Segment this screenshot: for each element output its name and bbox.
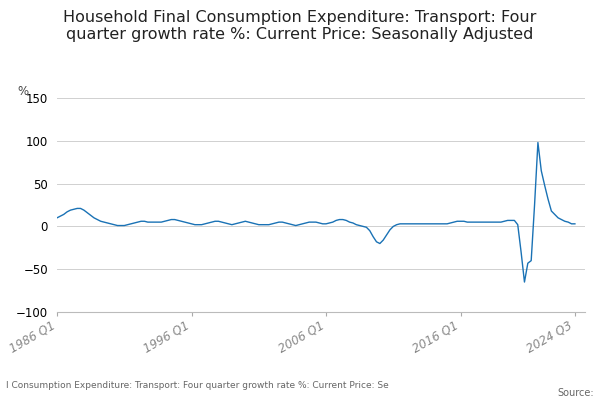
Text: Household Final Consumption Expenditure: Transport: Four
quarter growth rate %: : Household Final Consumption Expenditure:… xyxy=(64,10,536,42)
Text: Source:: Source: xyxy=(557,388,594,398)
Text: %: % xyxy=(17,85,29,98)
Text: l Consumption Expenditure: Transport: Four quarter growth rate %: Current Price:: l Consumption Expenditure: Transport: Fo… xyxy=(6,381,389,390)
